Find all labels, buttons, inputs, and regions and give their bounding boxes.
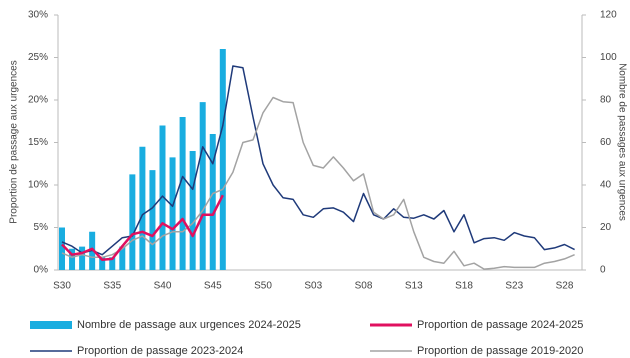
line [61,96,575,270]
bar [59,227,65,270]
bar [109,257,116,270]
line [61,194,224,262]
bar [69,248,76,270]
bar [159,125,166,270]
legend-label: Nombre de passage aux urgences 2024-2025 [77,319,301,331]
bar [139,146,146,270]
y-tick-label: 30% [28,10,48,21]
y2-axis-title: Nombre de passages aux urgences [616,63,627,221]
x-tick-label: S45 [204,281,222,292]
y2-tick-label: 0 [600,265,606,276]
bar [119,246,126,270]
bar [189,151,196,270]
x-tick-label: S13 [405,281,423,292]
legend-label: Proportion de passage 2023-2024 [77,345,243,357]
bar [99,257,106,270]
y-tick-label: 10% [28,180,48,191]
bar [79,246,86,270]
x-tick-label: S40 [154,281,172,292]
bar [169,157,176,270]
x-tick-label: S30 [53,281,71,292]
bar [199,102,206,270]
line [61,65,575,256]
legend-label: Proportion de passage 2024-2025 [417,319,583,331]
bar [129,174,136,270]
y2-tick-label: 20 [600,222,612,233]
y2-tick-label: 120 [600,10,617,21]
x-tick-label: S35 [103,281,121,292]
bar [219,49,226,270]
y-tick-label: 20% [28,95,48,106]
y2-tick-label: 100 [600,52,617,63]
y-tick-label: 25% [28,52,48,63]
legend-swatch [30,321,72,329]
y-tick-label: 5% [34,222,49,233]
bar [179,117,186,270]
y-tick-label: 15% [28,137,48,148]
x-tick-label: S08 [355,281,373,292]
x-tick-label: S18 [455,281,473,292]
y2-tick-label: 60 [600,137,612,148]
y2-tick-label: 40 [600,180,612,191]
y-tick-label: 0% [34,265,49,276]
x-tick-label: S50 [254,281,272,292]
bar [209,134,216,270]
x-tick-label: S03 [304,281,322,292]
x-tick-label: S28 [556,281,574,292]
y-axis-title: Proportion de passage aux urgences [9,60,20,223]
legend-label: Proportion de passage 2019-2020 [417,345,583,357]
bar [149,170,156,270]
y2-tick-label: 80 [600,95,612,106]
x-tick-label: S23 [505,281,523,292]
